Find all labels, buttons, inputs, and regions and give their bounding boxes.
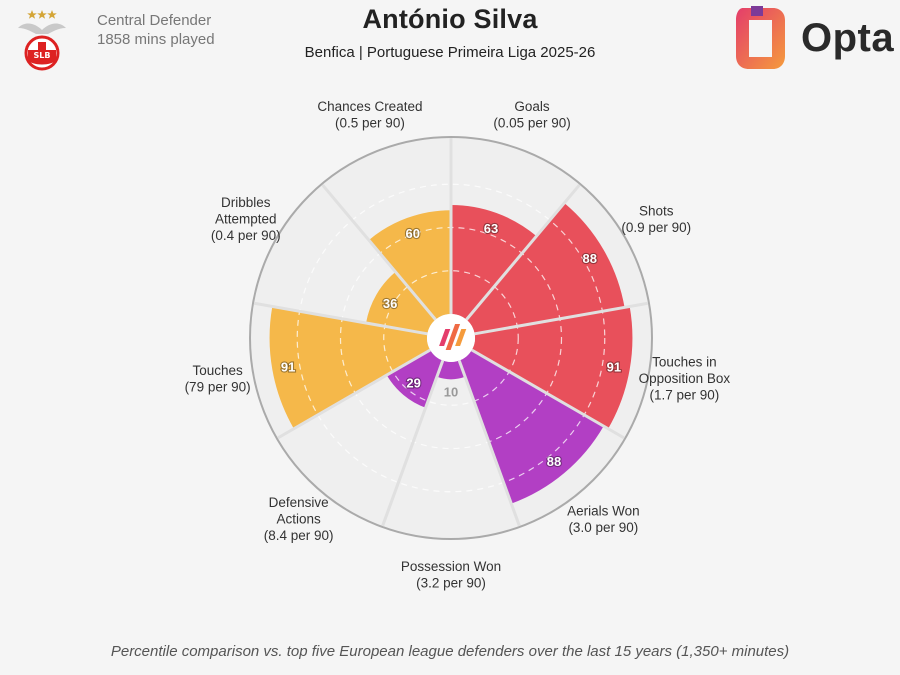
value-label: 88 (547, 454, 561, 469)
category-label: Shots (0.9 per 90) (621, 203, 691, 235)
club-crest-logo: SLB (18, 10, 66, 71)
value-label: 91 (607, 360, 621, 375)
bar-goals (451, 205, 537, 320)
bar-possession-won (436, 360, 466, 380)
svg-text:SLB: SLB (34, 51, 51, 60)
spoke-line (471, 348, 625, 440)
opta-brand-text: Opta (801, 16, 895, 60)
category-label: Touches in Opposition Box (1.7 per 90) (639, 355, 731, 403)
player-info: Central Defender 1858 mins played (97, 11, 215, 49)
player-position: Central Defender (97, 12, 212, 29)
spoke-line (465, 183, 581, 321)
value-label: 36 (383, 296, 397, 311)
page-title: António Silva (362, 4, 538, 34)
value-label: 60 (406, 226, 420, 241)
page-subtitle: Benfica | Portuguese Primeira Liga 2025-… (304, 44, 596, 61)
ring-25 (383, 270, 519, 406)
opta-logo-icon (736, 6, 785, 69)
category-label: Aerials Won (3.0 per 90) (567, 503, 640, 535)
bar-touches-in-opposition-box (471, 306, 633, 429)
spoke-line (381, 360, 445, 527)
value-label: 91 (281, 360, 295, 375)
title-block: António Silva Benfica | Portuguese Prime… (0, 4, 900, 61)
minutes-played: 1858 mins played (97, 31, 215, 48)
value-label: 29 (406, 376, 420, 391)
opta-center-icon (439, 324, 467, 350)
bar-dribbles-attempted (366, 271, 436, 334)
category-label: Possession Won (3.2 per 90) (401, 559, 501, 591)
category-label: Dribbles Attempted (0.4 per 90) (211, 195, 281, 243)
value-label: 10 (444, 384, 458, 399)
bar-chances-created (368, 210, 451, 320)
spoke-line (321, 183, 437, 321)
spoke-line (253, 301, 428, 336)
category-label: Chances Created (0.5 per 90) (317, 99, 422, 131)
category-label: Touches (79 per 90) (185, 363, 251, 395)
spoke-line (457, 360, 521, 527)
spoke-line (277, 348, 431, 440)
ring-75 (296, 183, 606, 493)
footer-note: Percentile comparison vs. top five Europ… (110, 643, 790, 660)
value-label: 88 (583, 251, 597, 266)
category-label: Defensive Actions (8.4 per 90) (264, 495, 334, 543)
spoke-line (474, 301, 649, 336)
bar-defensive-actions (386, 350, 443, 408)
bar-shots (466, 202, 625, 334)
value-label: 63 (484, 221, 498, 236)
category-label: Goals (0.05 per 90) (493, 99, 570, 131)
